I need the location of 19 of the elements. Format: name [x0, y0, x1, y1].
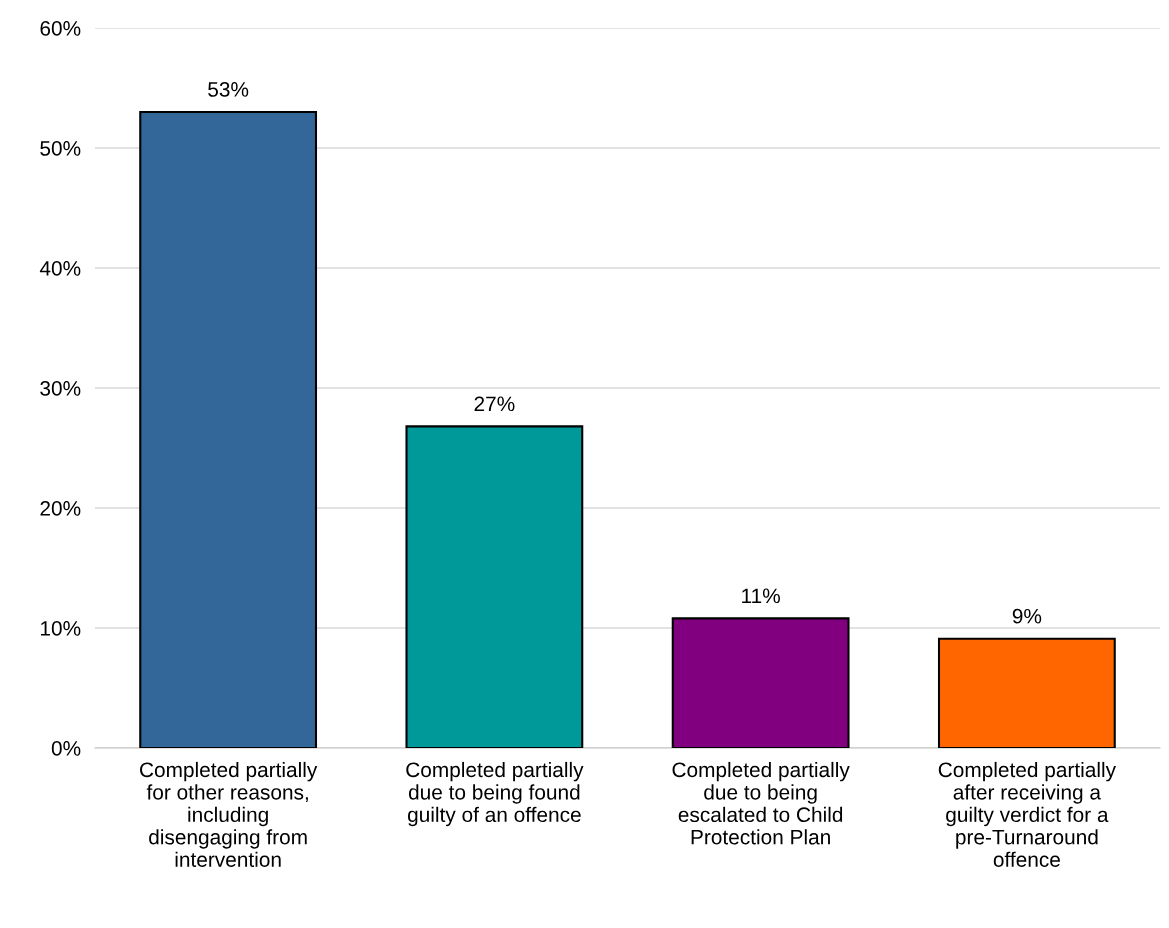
bar [405, 425, 584, 748]
data-label: 11% [742, 588, 780, 604]
x-tick-label: Completed partially for other reasons, including disengaging from intervention [140, 761, 318, 867]
y-tick-label: 0% [51, 741, 81, 756]
data-label: 53% [208, 82, 249, 97]
data-label: 27% [474, 396, 515, 412]
x-tick-label: Completed partially after receiving a guilty verdict for a pre-Turnaround offence [938, 761, 1116, 867]
x-tick-label: Completed partially due to being found guilty of an offence [406, 761, 584, 827]
y-tick-label: 10% [41, 621, 81, 636]
y-tick-label: 30% [40, 381, 81, 396]
y-tick-label: 20% [40, 501, 81, 516]
bar [139, 110, 318, 748]
bar [937, 637, 1116, 748]
data-label: 9% [1012, 608, 1042, 624]
x-tick-label: Completed partially due to being escalated to Child Protection Plan [672, 761, 850, 845]
y-tick-label: 60% [40, 21, 81, 36]
y-tick-label: 50% [40, 141, 81, 156]
y-tick-label: 40% [39, 261, 81, 276]
bar [671, 617, 850, 748]
